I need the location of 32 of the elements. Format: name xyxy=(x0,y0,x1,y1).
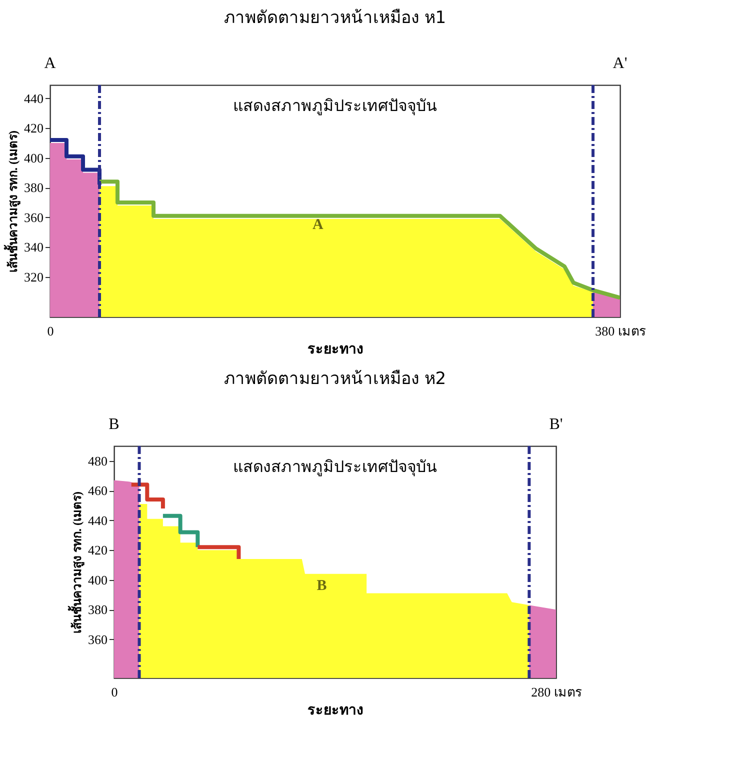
y-tick-label: 460 xyxy=(88,483,108,498)
x-tick-label: 380 เมตร xyxy=(595,324,646,338)
x-axis-title: ระยะทาง xyxy=(308,342,364,358)
y-tick-label: 420 xyxy=(88,542,108,558)
y-tick-label: 380 xyxy=(88,602,108,618)
y-axis-title: เส้นชั้นความสูง รทก. (เมตร) xyxy=(3,130,22,272)
annotation: แสดงสภาพภูมิประเทศปัจจุบัน xyxy=(233,458,438,477)
y-axis-title: เส้นชั้นความสูง รทก. (เมตร) xyxy=(67,492,86,634)
y-tick-label: 320 xyxy=(24,269,44,284)
chart-title: ภาพตัดตามยาวหน้าเหมือง ห1 xyxy=(224,8,446,28)
x-tick-label: 0 xyxy=(47,324,54,338)
annotation: B xyxy=(316,578,327,594)
text: A xyxy=(44,55,56,72)
y-tick-label: 400 xyxy=(24,150,44,166)
text: B xyxy=(108,416,120,433)
x-axis-title: ระยะทาง xyxy=(308,704,364,718)
text: B' xyxy=(549,416,563,433)
y-tick-label: 360 xyxy=(88,632,108,647)
y-tick-label: 400 xyxy=(88,572,108,588)
annotation: แสดงสภาพภูมิประเทศปัจจุบัน xyxy=(233,98,438,116)
y-tick-label: 440 xyxy=(24,90,44,106)
y-tick-label: 440 xyxy=(88,512,108,528)
text: A' xyxy=(612,55,628,72)
x-tick-label: 280 เมตร xyxy=(531,684,582,700)
y-tick-label: 380 xyxy=(24,180,44,196)
y-tick-label: 340 xyxy=(24,240,44,255)
y-tick-label: 360 xyxy=(24,210,44,225)
chart-title: ภาพตัดตามยาวหน้าเหมือง ห2 xyxy=(224,369,446,389)
annotation: A xyxy=(312,217,324,234)
y-tick-label: 480 xyxy=(88,453,108,468)
x-tick-label: 0 xyxy=(111,684,118,700)
y-tick-label: 420 xyxy=(24,120,44,136)
